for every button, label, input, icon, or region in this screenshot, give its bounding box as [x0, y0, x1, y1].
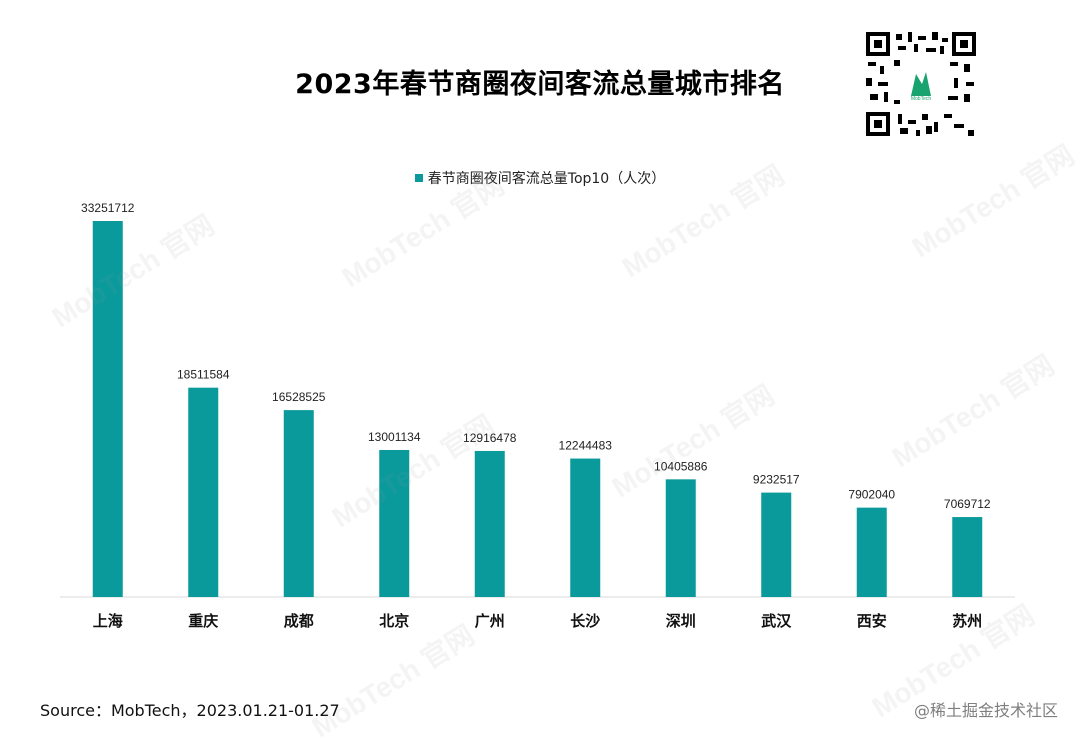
chart-title: 2023年春节商圈夜间客流总量城市排名: [295, 69, 785, 100]
data-label: 7069712: [944, 497, 991, 511]
x-tick-label: 武汉: [761, 612, 792, 630]
legend-swatch: [414, 174, 423, 182]
data-label: 9232517: [753, 473, 800, 487]
qr-code: MobTech: [864, 30, 978, 138]
x-tick-label: 成都: [284, 612, 314, 630]
bar-6: [570, 458, 601, 597]
bar-4: [379, 449, 410, 597]
data-label: 12244483: [559, 439, 613, 453]
svg-text:MobTech: MobTech: [911, 96, 932, 102]
bar-9: [856, 507, 887, 597]
bar-3: [283, 410, 314, 597]
data-label: 16528525: [272, 390, 326, 404]
x-tick-label: 广州: [475, 612, 505, 630]
data-label: 18511584: [177, 368, 230, 382]
credit-text: @稀土掘金技术社区: [913, 701, 1058, 720]
x-tick-label: 长沙: [570, 612, 600, 630]
bar-8: [761, 492, 792, 597]
legend-label: 春节商圈夜间客流总量Top10（人次）: [427, 171, 666, 187]
data-label: 10405886: [654, 459, 708, 473]
data-label: 7902040: [848, 488, 895, 502]
x-tick-label: 北京: [379, 612, 409, 630]
bar-1: [92, 221, 123, 597]
x-tick-label: 西安: [857, 612, 887, 630]
bar-10: [952, 517, 983, 597]
data-label: 33251712: [81, 201, 135, 215]
x-tick-label: 苏州: [952, 612, 982, 630]
x-tick-label: 深圳: [666, 612, 696, 630]
source-note: Source：MobTech，2023.01.21-01.27: [40, 701, 340, 720]
data-label: 12916478: [463, 431, 517, 445]
bar-2: [188, 387, 219, 597]
chart-legend: 春节商圈夜间客流总量Top10（人次）: [0, 168, 1080, 188]
x-tick-label: 上海: [93, 612, 123, 630]
bar-7: [665, 479, 696, 597]
x-tick-label: 重庆: [188, 612, 218, 630]
data-label: 13001134: [368, 430, 421, 444]
bar-5: [474, 450, 505, 597]
